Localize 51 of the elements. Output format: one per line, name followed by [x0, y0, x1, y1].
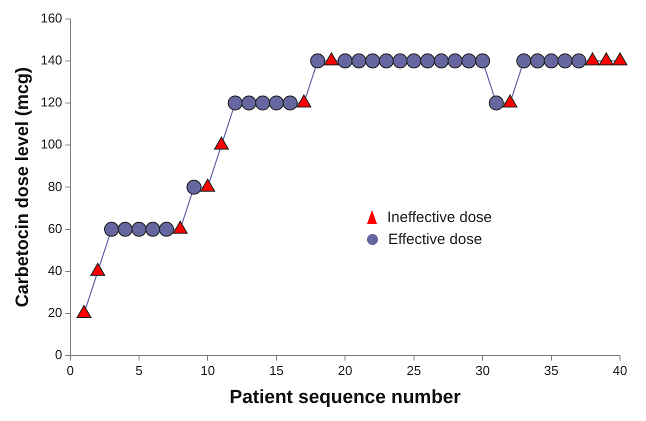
point: [241, 96, 256, 110]
point: [406, 53, 422, 68]
y-tick-label: 20: [48, 305, 62, 320]
legend-label: Ineffective dose: [387, 208, 492, 226]
point: [475, 53, 490, 68]
point: [420, 53, 436, 68]
legend-label: Effective dose: [388, 230, 482, 248]
y-tick-label: 40: [48, 262, 62, 278]
point: [378, 53, 394, 68]
point: [365, 53, 380, 68]
x-tick-label: 5: [135, 362, 143, 378]
point: [571, 53, 586, 68]
point: [186, 180, 202, 195]
point: [158, 222, 174, 237]
point: [104, 222, 120, 237]
x-tick-label: 40: [612, 362, 628, 378]
x-axis-title: Patient sequence number: [230, 386, 462, 408]
point: [461, 53, 476, 68]
point: [268, 96, 284, 110]
y-tick-label: 120: [40, 94, 62, 110]
point: [351, 53, 366, 68]
point: [448, 53, 463, 68]
point: [228, 96, 243, 110]
y-axis-title: Carbetocin dose level (mcg): [12, 67, 32, 308]
point: [488, 96, 504, 110]
point: [118, 222, 133, 237]
point: [434, 53, 449, 68]
point: [544, 53, 559, 68]
point: [132, 222, 147, 237]
x-tick-label: 10: [200, 362, 215, 378]
point: [392, 53, 408, 68]
point: [145, 222, 160, 237]
x-tick-label: 35: [544, 362, 559, 378]
y-tick-label: 160: [40, 10, 62, 26]
x-tick-label: 25: [406, 362, 422, 378]
x-tick-label: 0: [66, 362, 74, 378]
x-tick-label: 20: [338, 362, 352, 378]
point: [310, 53, 326, 68]
point: [338, 53, 353, 68]
point: [282, 96, 298, 110]
point: [558, 53, 573, 68]
y-tick-label: 0: [55, 347, 62, 362]
point: [255, 96, 270, 110]
point: [516, 53, 532, 68]
x-tick-label: 30: [475, 362, 490, 378]
point: [530, 53, 546, 68]
y-tick-label: 60: [48, 220, 62, 236]
x-tick-label: 15: [269, 362, 284, 378]
y-tick-label: 100: [40, 136, 62, 152]
y-tick-label: 140: [40, 52, 62, 68]
y-tick-label: 80: [48, 178, 62, 194]
